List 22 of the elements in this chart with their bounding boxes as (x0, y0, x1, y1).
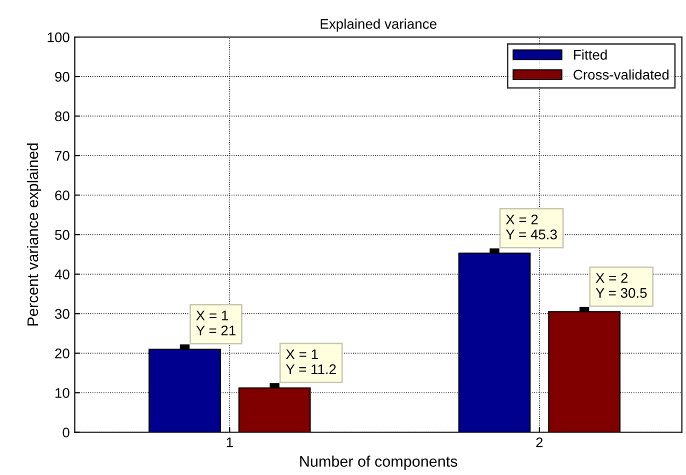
data-label: X = 2 Y = 45.3 (506, 214, 557, 240)
x-tick-label: 1 (226, 438, 233, 448)
y-tick-label: 90 (55, 72, 70, 82)
legend-label: Cross-validated (574, 69, 668, 80)
x-axis-title: Number of components (300, 456, 458, 470)
x-tick-label: 2 (536, 437, 543, 448)
y-tick-label: 10 (56, 388, 70, 398)
y-tick-label: 0 (62, 428, 70, 438)
y-axis-title: Percent variance explained (26, 143, 42, 326)
y-tick-label: 70 (55, 150, 70, 161)
legend-label: Fitted (574, 50, 607, 60)
y-tick-label: 40 (54, 270, 70, 280)
y-tick-label: 100 (48, 32, 70, 42)
chart-title: Explained variance (320, 18, 436, 32)
data-label: X = 1 Y = 21 (196, 310, 236, 336)
y-tick-label: 30 (54, 309, 70, 319)
data-label: X = 1 Y = 11.2 (286, 349, 336, 374)
y-tick-label: 60 (55, 190, 70, 200)
y-tick-label: 50 (55, 230, 70, 240)
y-tick-label: 20 (55, 348, 70, 358)
y-tick-label: 80 (55, 111, 70, 122)
data-label: X = 2 Y = 30.5 (596, 273, 647, 298)
